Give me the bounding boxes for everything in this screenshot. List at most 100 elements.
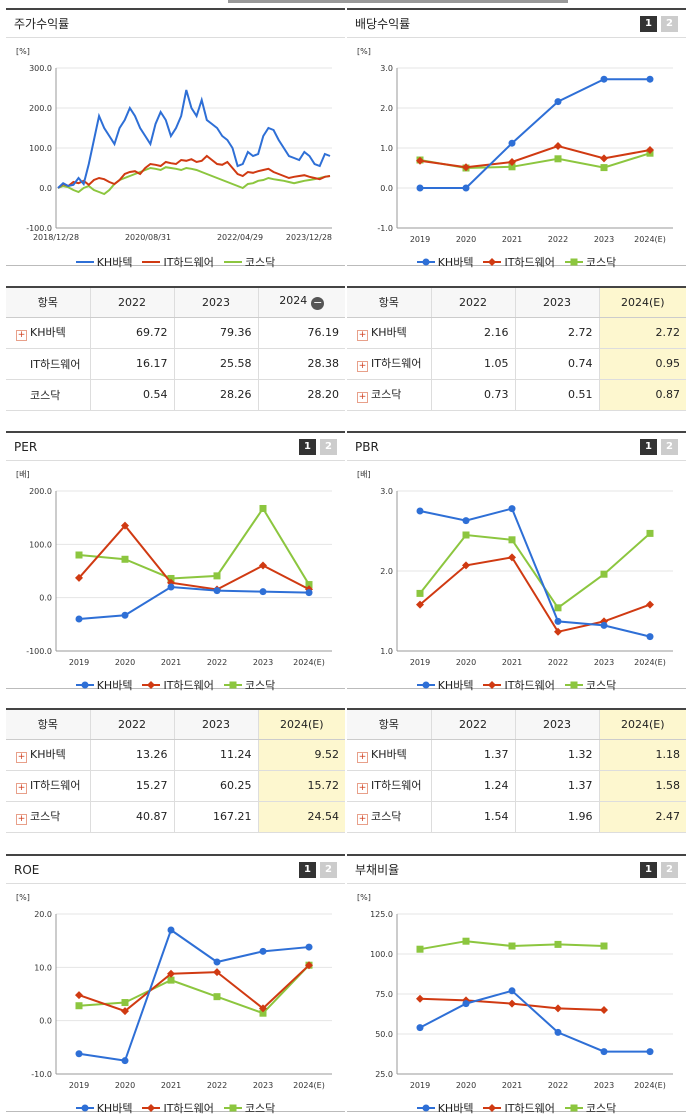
panel-title: PBR — [355, 439, 379, 454]
legend-marker — [570, 681, 578, 689]
x-tick-label: 2019 — [410, 658, 430, 667]
table-cell: 28.38 — [257, 348, 345, 380]
tab-1-button[interactable]: 1 — [299, 438, 316, 455]
tab-1-button[interactable]: 1 — [640, 438, 657, 455]
row-label[interactable]: + KH바텍 — [347, 739, 431, 771]
legend-label: IT하드웨어 — [504, 679, 555, 692]
panel-header: 주가수익률 — [6, 10, 345, 38]
data-point — [75, 1002, 83, 1010]
y-tick-label: 0.0 — [39, 1017, 52, 1026]
legend-label: KH바텍 — [437, 679, 474, 692]
data-point — [167, 976, 175, 984]
row-name: 코스닥 — [371, 810, 402, 823]
panel-header: ROE 1 2 — [6, 856, 345, 884]
expand-icon[interactable]: + — [16, 783, 27, 794]
expand-icon[interactable]: + — [16, 330, 27, 341]
legend-item: KH바텍 — [416, 677, 474, 693]
legend-item: IT하드웨어 — [142, 677, 214, 693]
expand-icon[interactable]: + — [357, 814, 368, 825]
series-line — [419, 144, 651, 169]
tab-2-button[interactable]: 2 — [320, 438, 337, 455]
debt-ratio-chart: [%] 125.0 100.0 75.0 50.0 25.0 2019 2020 2021 202… — [357, 893, 673, 1090]
tab-1-button[interactable]: 1 — [299, 861, 316, 878]
expand-icon[interactable]: + — [357, 752, 368, 763]
expand-icon[interactable]: + — [357, 783, 368, 794]
data-point — [121, 555, 129, 563]
column-header: 2022 — [430, 287, 515, 318]
data-point — [305, 589, 313, 597]
legend-item: 코스닥 — [223, 677, 275, 693]
legend-item: KH바텍 — [416, 1100, 473, 1116]
legend-swatch — [142, 261, 161, 263]
y-tick-label: 2.0 — [380, 567, 393, 576]
legend-marker — [422, 681, 430, 689]
data-point — [600, 154, 608, 163]
row-label[interactable]: + 코스닥 — [6, 801, 90, 833]
data-point — [554, 98, 562, 106]
chart-tab-group: 1 2 — [640, 861, 678, 878]
expand-icon[interactable]: + — [357, 361, 368, 372]
expand-icon[interactable]: + — [357, 392, 368, 403]
table-cell: 1.24 — [430, 770, 515, 802]
legend-item: IT하드웨어 — [483, 677, 555, 693]
data-point — [305, 961, 313, 970]
legend-marker — [147, 681, 156, 689]
collapse-icon[interactable]: − — [311, 296, 325, 311]
column-header: 2023 — [514, 709, 599, 740]
data-point — [462, 561, 470, 570]
data-point — [600, 75, 608, 83]
data-point — [305, 581, 313, 589]
debt-ratio-panel: 부채비율 1 2 [%] 125.0 100.0 75.0 50.0 25.0 2019 20… — [347, 854, 686, 1115]
expand-icon[interactable]: + — [357, 330, 368, 341]
legend-marker — [488, 681, 497, 689]
data-point — [259, 588, 267, 596]
expand-icon[interactable]: + — [16, 814, 27, 825]
expand-icon[interactable]: + — [16, 752, 27, 763]
row-label[interactable]: + 코스닥 — [347, 379, 431, 411]
tab-2-button[interactable]: 2 — [661, 438, 678, 455]
data-point — [259, 1009, 267, 1017]
data-point — [600, 617, 608, 626]
table-cell: 15.72 — [257, 770, 345, 802]
row-label[interactable]: + IT하드웨어 — [347, 770, 431, 802]
tab-1-button[interactable]: 1 — [640, 15, 657, 32]
table-cell: 0.51 — [514, 379, 599, 411]
table-cell: 60.25 — [173, 770, 258, 802]
tab-2-button[interactable]: 2 — [661, 15, 678, 32]
y-tick-label: 100.0 — [370, 950, 393, 959]
table-row: + KH바텍 13.26 11.24 9.52 — [6, 739, 345, 771]
legend-label: IT하드웨어 — [163, 1102, 214, 1115]
data-point — [508, 942, 516, 950]
row-label[interactable]: + 코스닥 — [347, 801, 431, 833]
legend-swatch — [564, 681, 583, 689]
row-name: KH바텍 — [30, 748, 66, 761]
series-line — [420, 78, 650, 189]
row-label[interactable]: + KH바텍 — [347, 317, 431, 349]
legend-item: 코스닥 — [223, 254, 275, 270]
legend-swatch — [564, 258, 583, 266]
x-tick-label: 2024(E) — [634, 235, 666, 244]
table-cell: 25.58 — [173, 348, 258, 380]
tab-2-button[interactable]: 2 — [320, 861, 337, 878]
data-point — [121, 999, 129, 1007]
row-label[interactable]: + KH바텍 — [6, 739, 90, 771]
x-tick-label: 2022/04/29 — [217, 233, 263, 242]
x-tick-label: 2024(E) — [634, 658, 666, 667]
tab-2-button[interactable]: 2 — [661, 861, 678, 878]
series-line — [57, 89, 331, 189]
row-label[interactable]: + IT하드웨어 — [347, 348, 431, 380]
legend-marker — [422, 1104, 430, 1112]
row-label[interactable]: + KH바텍 — [6, 317, 90, 349]
per-table: 항목 2022 2023 2024(E) + KH바텍 13.26 11.24 9.52 + IT하… — [6, 708, 345, 833]
dividend-yield-table: 항목 2022 2023 2024(E) + KH바텍 2.16 2.72 2.72 + IT하드웨… — [347, 286, 686, 411]
tab-1-button[interactable]: 1 — [640, 861, 657, 878]
row-label[interactable]: + IT하드웨어 — [6, 770, 90, 802]
series-line — [78, 964, 310, 1013]
data-point — [75, 551, 83, 559]
table-cell: 1.54 — [430, 801, 515, 833]
legend-item: 코스닥 — [564, 254, 616, 270]
pbr-chart: [배] 3.0 2.0 1.0 2019 2020 2021 2022 2023 2024(E) — [357, 470, 673, 667]
legend-label: KH바텍 — [96, 256, 133, 269]
y-tick-label: 125.0 — [370, 910, 393, 919]
row-label: 코스닥 — [6, 379, 90, 411]
